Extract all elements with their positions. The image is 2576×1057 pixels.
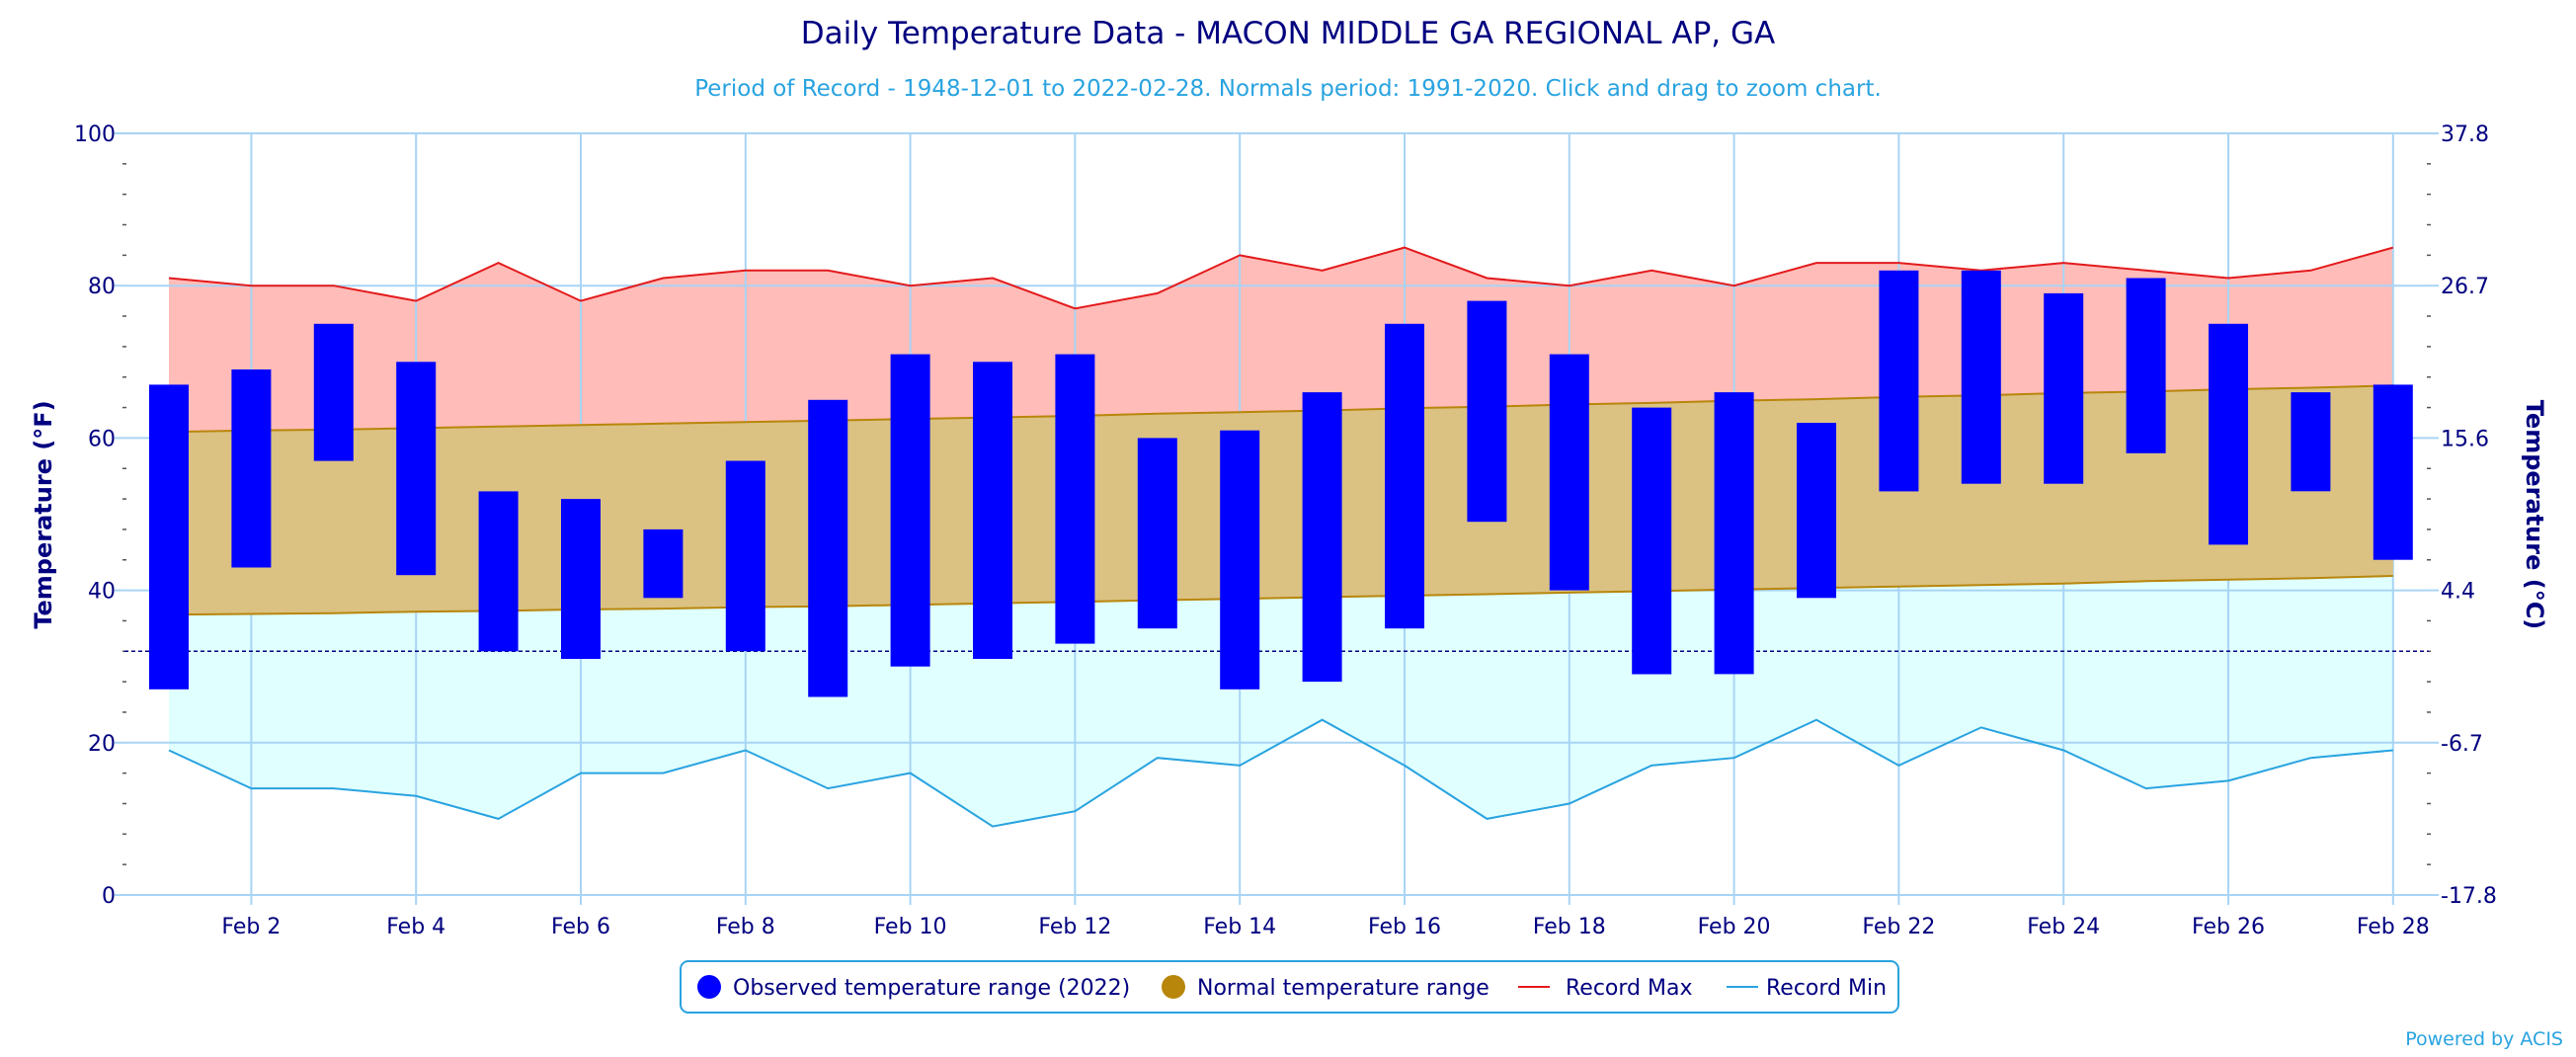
observed-bar-feb-28[interactable] bbox=[2373, 384, 2413, 560]
y-tick-label-right: 15.6 bbox=[2441, 427, 2489, 451]
y-tick-label-left: 20 bbox=[88, 732, 116, 757]
observed-bars[interactable] bbox=[149, 270, 2413, 697]
legend-normal-marker bbox=[1162, 975, 1185, 999]
observed-bar-feb-15[interactable] bbox=[1302, 392, 1342, 683]
acis-credit[interactable]: Powered by ACIS bbox=[2405, 1028, 2563, 1050]
normal-range-band bbox=[169, 385, 2393, 615]
legend-observed-label[interactable]: Observed temperature range (2022) bbox=[733, 976, 1130, 1001]
y-tick-label-right: 37.8 bbox=[2441, 122, 2489, 147]
y-tick-label-left: 60 bbox=[88, 427, 116, 451]
legend-observed-marker bbox=[697, 975, 721, 999]
observed-bar-feb-9[interactable] bbox=[808, 399, 848, 697]
observed-bar-feb-17[interactable] bbox=[1467, 300, 1507, 523]
y-tick-label-right: 4.4 bbox=[2441, 580, 2475, 605]
observed-bar-feb-21[interactable] bbox=[1797, 423, 1836, 599]
x-tick-label: Feb 2 bbox=[221, 915, 281, 939]
x-tick-label: Feb 6 bbox=[551, 915, 610, 939]
observed-bar-feb-6[interactable] bbox=[561, 499, 601, 659]
observed-bar-feb-4[interactable] bbox=[396, 362, 437, 576]
x-tick-label: Feb 18 bbox=[1533, 915, 1606, 939]
observed-bar-feb-26[interactable] bbox=[2209, 323, 2248, 545]
legend[interactable]: Observed temperature range (2022) Normal … bbox=[680, 960, 1899, 1014]
y-tick-label-left: 40 bbox=[88, 580, 116, 605]
x-tick-label: Feb 28 bbox=[2357, 915, 2430, 939]
x-tick-label: Feb 8 bbox=[716, 915, 775, 939]
x-tick-label: Feb 24 bbox=[2027, 915, 2100, 939]
x-tick-label: Feb 16 bbox=[1368, 915, 1441, 939]
x-tick-label: Feb 26 bbox=[2192, 915, 2265, 939]
observed-bar-feb-27[interactable] bbox=[2291, 392, 2331, 492]
background-bands bbox=[169, 247, 2393, 827]
y-tick-label-right: -6.7 bbox=[2441, 732, 2483, 757]
x-tick-label: Feb 12 bbox=[1038, 915, 1111, 939]
normal-range-area bbox=[168, 384, 2393, 616]
normal-low-line bbox=[168, 575, 2393, 616]
normal-high-line bbox=[168, 384, 2393, 434]
observed-bar-feb-14[interactable] bbox=[1220, 430, 1260, 690]
y-axis-label-right: Temperature (°C) bbox=[2521, 400, 2548, 630]
observed-bar-feb-19[interactable] bbox=[1632, 407, 1672, 675]
y-axis-label-left: Temperature (°F) bbox=[30, 400, 57, 628]
y-tick-label-left: 100 bbox=[74, 122, 116, 147]
observed-bar-feb-13[interactable] bbox=[1137, 438, 1177, 629]
record-min-line bbox=[168, 718, 2393, 828]
observed-bar-feb-22[interactable] bbox=[1879, 270, 1919, 492]
observed-bar-feb-12[interactable] bbox=[1055, 354, 1095, 644]
observed-bar-feb-16[interactable] bbox=[1385, 323, 1424, 629]
y-tick-label-right: 26.7 bbox=[2441, 275, 2489, 299]
legend-record-max-label[interactable]: Record Max bbox=[1566, 976, 1693, 1001]
y-tick-label-left: 0 bbox=[102, 884, 116, 909]
observed-bar-feb-8[interactable] bbox=[725, 460, 765, 652]
y-tick-label-left: 80 bbox=[88, 275, 116, 299]
observed-bar-feb-24[interactable] bbox=[2044, 292, 2084, 484]
observed-bar-feb-23[interactable] bbox=[1961, 270, 2001, 484]
observed-bar-feb-11[interactable] bbox=[973, 362, 1012, 659]
y-tick-label-right: -17.8 bbox=[2441, 884, 2497, 909]
x-tick-label: Feb 10 bbox=[874, 915, 947, 939]
observed-bar-feb-1[interactable] bbox=[149, 384, 189, 690]
x-tick-label: Feb 4 bbox=[386, 915, 445, 939]
observed-bar-feb-10[interactable] bbox=[890, 354, 930, 667]
observed-bar-feb-5[interactable] bbox=[478, 491, 519, 652]
observed-bar-feb-18[interactable] bbox=[1549, 354, 1589, 591]
observed-bar-feb-25[interactable] bbox=[2126, 278, 2166, 453]
observed-bar-feb-7[interactable] bbox=[643, 528, 684, 599]
record-low-band bbox=[169, 576, 2393, 827]
axes: Feb 2 Feb 4 Feb 6 Feb 8 Feb 10 Feb 12 Feb 14 Fe… bbox=[74, 122, 2497, 939]
record-max-line bbox=[168, 246, 2394, 310]
observed-bar-feb-20[interactable] bbox=[1714, 392, 1754, 675]
legend-normal-label[interactable]: Normal temperature range bbox=[1197, 976, 1489, 1001]
x-tick-label: Feb 14 bbox=[1203, 915, 1276, 939]
chart-title: Daily Temperature Data - MACON MIDDLE GA… bbox=[801, 16, 1775, 51]
observed-bar-feb-2[interactable] bbox=[231, 369, 272, 568]
legend-record-min-label[interactable]: Record Min bbox=[1766, 976, 1887, 1001]
x-tick-label: Feb 22 bbox=[1862, 915, 1935, 939]
observed-bar-feb-3[interactable] bbox=[313, 323, 354, 461]
legend-box bbox=[680, 960, 1899, 1014]
record-high-band bbox=[169, 247, 2393, 433]
x-tick-label: Feb 20 bbox=[1698, 915, 1771, 939]
chart-subtitle: Period of Record - 1948-12-01 to 2022-02… bbox=[694, 76, 1882, 102]
